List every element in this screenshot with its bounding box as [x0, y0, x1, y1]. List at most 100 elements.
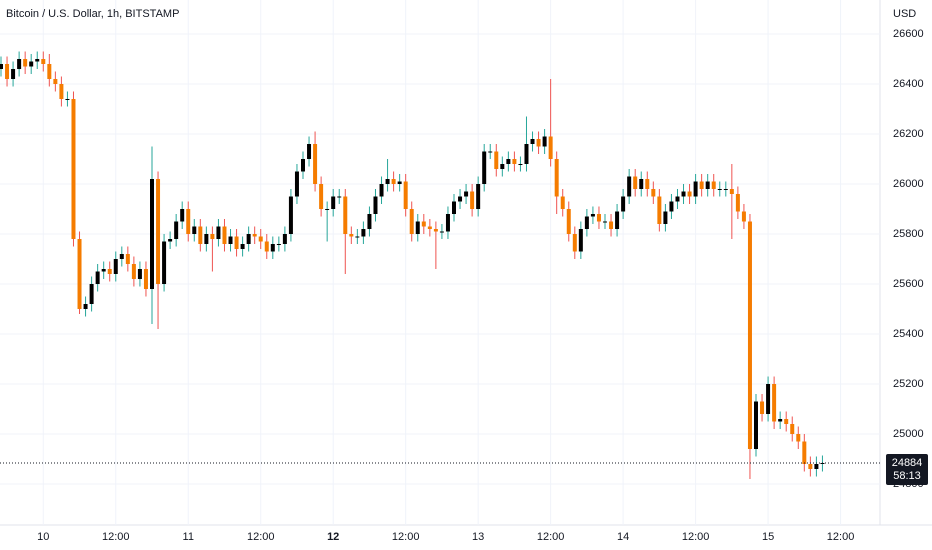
- candle-body: [186, 209, 191, 234]
- candle-body: [313, 144, 318, 184]
- candle-body: [234, 236, 239, 249]
- candle-body: [210, 234, 215, 239]
- candle-body: [192, 226, 197, 234]
- x-tick-label: 11: [183, 531, 194, 543]
- candle-body: [204, 234, 209, 244]
- candle-body: [307, 144, 312, 159]
- candle-body: [548, 136, 553, 159]
- candle-body: [343, 196, 348, 234]
- candle-body: [452, 201, 456, 214]
- candle-body: [645, 179, 650, 189]
- candle-body: [735, 194, 740, 212]
- candle-body: [518, 164, 523, 165]
- candle-body: [572, 234, 577, 252]
- y-tick-label: 26400: [893, 78, 924, 90]
- candle-body: [464, 191, 469, 197]
- y-tick-label: 25400: [893, 328, 924, 340]
- candle-body: [301, 159, 305, 172]
- candle-body: [367, 214, 372, 229]
- candle-body: [421, 221, 426, 227]
- candle-body: [246, 234, 251, 244]
- candle-body: [542, 136, 547, 147]
- candles: [0, 51, 880, 479]
- candle-body: [790, 424, 795, 434]
- y-tick-label: 26600: [893, 28, 924, 40]
- candle-body: [609, 221, 614, 229]
- candle-body: [258, 236, 263, 242]
- candle-body: [83, 304, 88, 309]
- candle-body: [276, 244, 281, 245]
- y-tick-label: 25800: [893, 228, 924, 240]
- candle-body: [319, 184, 324, 209]
- candle-body: [754, 401, 758, 449]
- countdown-label: 58:13: [893, 470, 921, 482]
- candle-body: [325, 209, 330, 210]
- candle-body: [216, 226, 221, 239]
- x-tick-label: 12: [327, 531, 339, 543]
- x-tick-label: 15: [762, 531, 774, 543]
- x-tick-label: 13: [472, 531, 484, 543]
- candle-body: [717, 189, 722, 190]
- candle-body: [560, 196, 565, 209]
- candle-body: [772, 384, 777, 422]
- candle-body: [512, 159, 517, 164]
- candle-body: [500, 164, 505, 169]
- candle-body: [808, 464, 813, 469]
- candle-body: [119, 254, 124, 259]
- candle-body: [796, 434, 801, 442]
- candle-body: [71, 99, 76, 239]
- candle-body: [488, 151, 493, 153]
- candle-body: [270, 244, 275, 252]
- candle-body: [252, 234, 257, 237]
- candle-body: [578, 229, 583, 252]
- candle-body: [669, 201, 674, 212]
- candle-body: [439, 231, 444, 233]
- candle-body: [143, 269, 148, 289]
- candle-body: [228, 236, 233, 244]
- candle-body: [113, 259, 118, 274]
- candle-body: [681, 191, 686, 197]
- candle-body: [584, 216, 589, 229]
- candle-body: [639, 179, 644, 189]
- x-tick-label: 12:00: [102, 531, 130, 543]
- candle-body: [729, 189, 734, 194]
- x-tick-label: 12:00: [247, 531, 275, 543]
- candle-body: [222, 226, 227, 244]
- candle-body: [723, 189, 728, 190]
- chart-title: Bitcoin / U.S. Dollar, 1h, BITSTAMP: [6, 8, 179, 20]
- candle-body: [288, 196, 293, 234]
- candle-body: [349, 234, 354, 237]
- candle-body: [162, 241, 167, 284]
- candle-body: [11, 69, 16, 79]
- candle-body: [663, 211, 668, 224]
- candle-body: [651, 189, 656, 197]
- candle-body: [536, 139, 541, 147]
- candle-body: [778, 419, 783, 422]
- y-tick-label: 25600: [893, 278, 924, 290]
- x-tick-label: 12:00: [827, 531, 855, 543]
- candle-body: [156, 179, 161, 284]
- candle-body: [741, 211, 746, 222]
- x-tick-label: 14: [617, 531, 629, 543]
- candle-body: [554, 159, 559, 197]
- price-label-box: [886, 454, 928, 485]
- candle-body: [17, 59, 22, 69]
- candle-body: [494, 151, 499, 169]
- candle-body: [150, 179, 154, 289]
- x-tick-label: 12:00: [537, 531, 565, 543]
- candle-body: [627, 176, 632, 197]
- candle-body: [415, 221, 420, 234]
- candle-body: [784, 419, 789, 424]
- candle-body: [89, 284, 94, 304]
- candle-body: [760, 401, 765, 414]
- candle-body: [705, 181, 710, 189]
- candle-body: [433, 229, 438, 232]
- candle-body: [657, 196, 662, 224]
- candle-body: [633, 176, 638, 189]
- candle-body: [361, 229, 366, 237]
- candle-body: [397, 181, 402, 184]
- x-tick-label: 10: [37, 531, 49, 543]
- candle-body: [168, 239, 173, 242]
- currency: USD: [893, 8, 916, 20]
